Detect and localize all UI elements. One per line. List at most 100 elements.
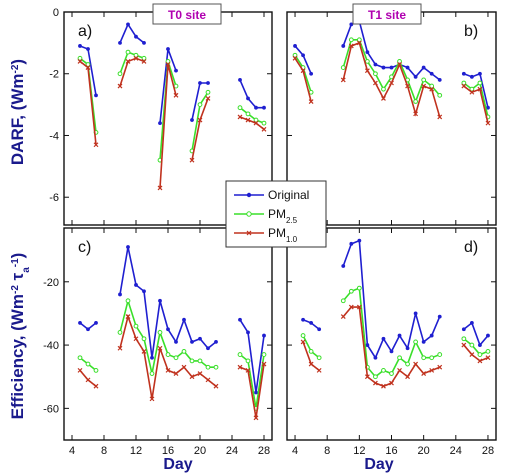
data-point: [117, 330, 123, 335]
series-line: [119, 57, 145, 87]
plot-frame: [63, 227, 273, 441]
series-pm25: [292, 37, 491, 120]
data-point: [205, 89, 211, 95]
data-point: [477, 80, 483, 86]
data-point: [469, 321, 474, 325]
data-point: [381, 96, 386, 101]
legend-label: PM1.0: [268, 226, 298, 244]
data-point: [157, 345, 163, 351]
data-point: [461, 327, 466, 332]
series-pm10: [300, 304, 491, 389]
data-point: [133, 55, 139, 61]
panel-d: 4 8 12 16 20 24 28 d): [286, 227, 497, 457]
data-point: [205, 96, 211, 101]
data-point: [405, 374, 411, 380]
data-point: [300, 68, 306, 74]
data-point: [405, 361, 410, 367]
data-point: [237, 352, 243, 357]
data-point: [133, 323, 139, 329]
data-point: [206, 346, 210, 351]
legend-marker: [246, 230, 252, 236]
data-point: [126, 22, 130, 27]
series-original: [78, 22, 266, 126]
data-point: [165, 58, 171, 64]
series-line: [191, 82, 208, 121]
data-point: [246, 330, 250, 335]
data-point: [158, 298, 162, 303]
data-point: [340, 314, 346, 320]
y-tick-label: -4: [49, 130, 59, 142]
data-point: [238, 317, 242, 322]
data-point: [86, 327, 90, 332]
data-point: [85, 62, 91, 67]
data-point: [293, 44, 297, 48]
data-point: [301, 53, 305, 58]
data-point: [134, 34, 138, 39]
data-point: [429, 83, 435, 89]
data-point: [125, 298, 131, 304]
data-point: [413, 311, 418, 316]
data-point: [150, 355, 154, 360]
data-point: [437, 114, 443, 120]
data-point: [485, 120, 491, 126]
data-point: [292, 55, 298, 61]
data-point: [174, 340, 178, 344]
data-point: [421, 355, 427, 361]
data-point: [189, 358, 195, 364]
x-tick-label: 24: [450, 445, 462, 457]
data-point: [469, 342, 475, 348]
data-point: [301, 317, 305, 322]
series-line: [239, 363, 265, 418]
data-point: [373, 355, 378, 360]
x-axis-title-left: Day: [163, 456, 192, 473]
panel-label: c): [78, 239, 91, 256]
data-point: [173, 355, 179, 361]
data-point: [118, 40, 122, 45]
data-point: [437, 314, 442, 319]
x-tick-label: 12: [130, 445, 142, 457]
data-point: [341, 264, 346, 268]
data-point: [189, 374, 195, 380]
data-point: [381, 86, 386, 92]
data-point: [429, 86, 435, 92]
panel-c: 4 8 12 16 20 24 28 -20 -40 -60 c): [43, 227, 273, 457]
data-point: [237, 114, 243, 120]
data-point: [485, 355, 491, 361]
data-point: [126, 245, 130, 249]
data-point: [117, 83, 123, 89]
data-point: [349, 241, 354, 246]
data-point: [381, 383, 386, 389]
data-point: [397, 355, 402, 361]
series-line: [342, 239, 441, 360]
data-point: [477, 352, 483, 357]
data-point: [77, 55, 83, 61]
data-point: [93, 142, 99, 148]
data-point: [261, 120, 267, 126]
series-line: [239, 79, 264, 109]
data-point: [389, 349, 394, 354]
data-point: [198, 336, 202, 341]
data-point: [348, 304, 354, 310]
panel-b: b): [286, 11, 497, 226]
data-point: [300, 339, 306, 345]
data-point: [486, 333, 490, 338]
legend-marker: [246, 211, 252, 217]
y-axis-title-bottom: Efficiency, (Wm-2 τa-1): [8, 253, 32, 420]
data-point: [245, 367, 251, 373]
data-point: [356, 285, 362, 291]
data-point: [365, 343, 370, 347]
legend-marker: [246, 192, 252, 198]
data-point: [197, 358, 203, 364]
panel-label: b): [464, 23, 478, 40]
panel-label: a): [78, 23, 92, 40]
series-line: [463, 321, 489, 347]
data-point: [246, 96, 250, 101]
data-point: [316, 355, 322, 361]
data-point: [381, 367, 386, 373]
data-point: [389, 80, 394, 86]
series-line: [463, 85, 489, 124]
data-point: [77, 58, 83, 64]
data-point: [93, 383, 99, 389]
series-original: [293, 19, 490, 110]
data-point: [78, 44, 82, 48]
